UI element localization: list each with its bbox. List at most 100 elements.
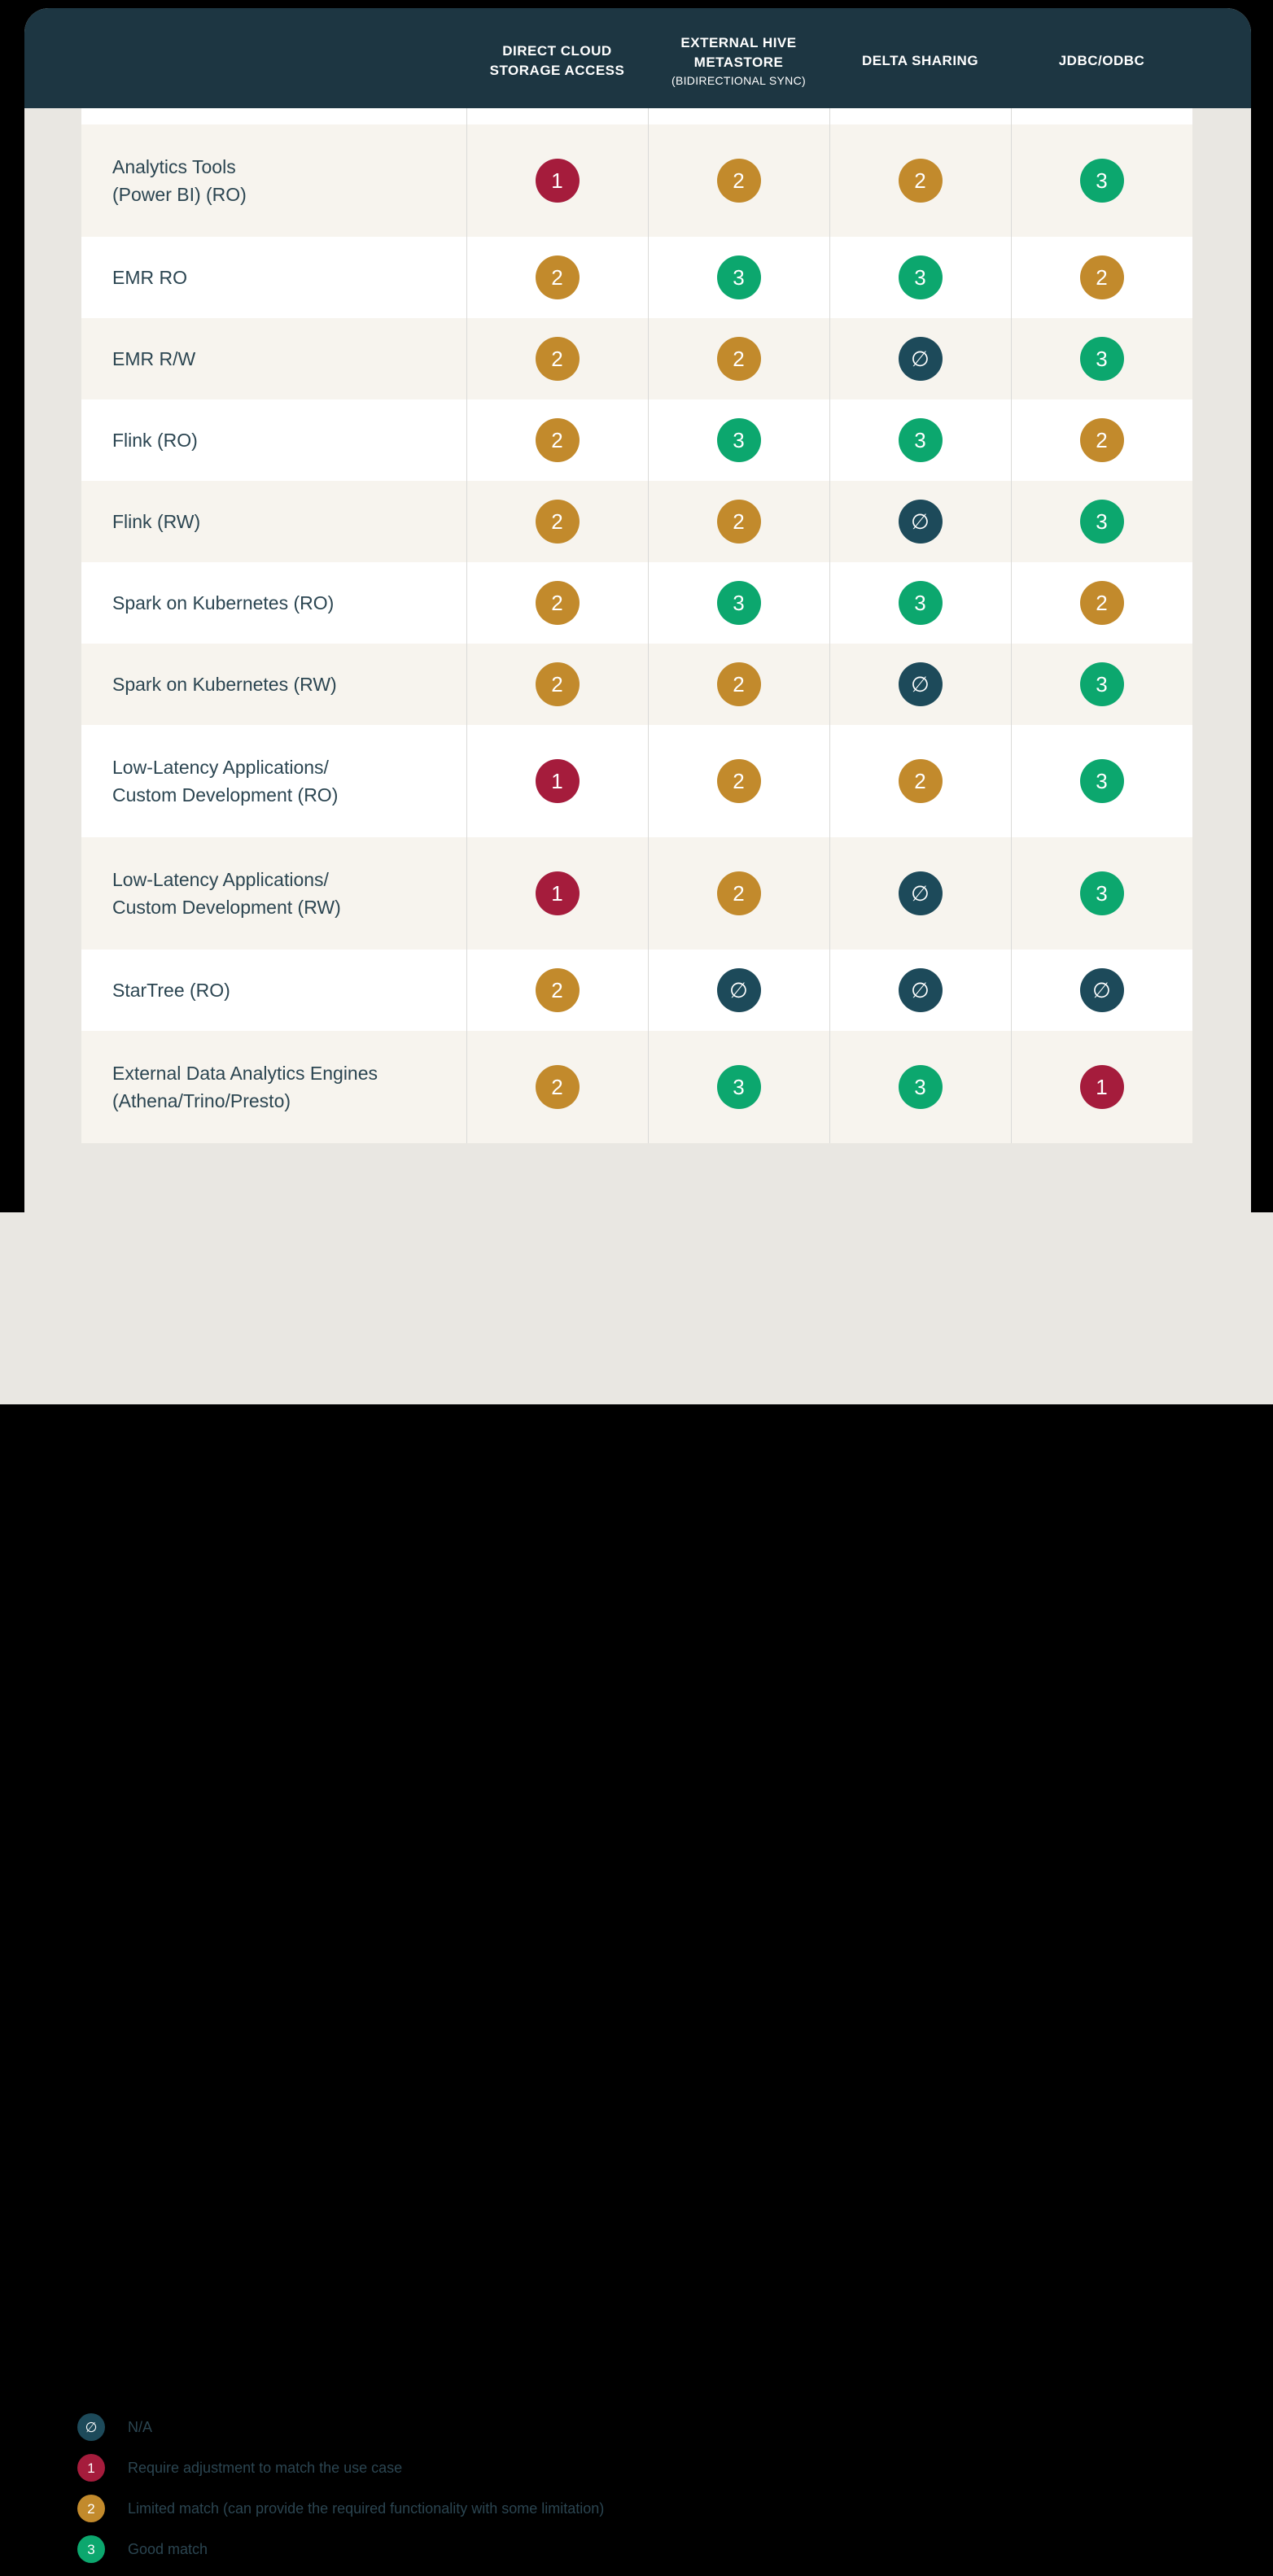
table-row: Flink (RW) 2 2 ∅ 3 — [81, 481, 1192, 562]
score-circle: 3 — [898, 255, 943, 299]
score-cell: 3 — [1011, 124, 1192, 237]
row-label-line: Flink (RO) — [112, 430, 198, 451]
score-cell: 2 — [648, 124, 829, 237]
score-circle: 1 — [535, 159, 580, 203]
legend-label: Good match — [128, 2540, 208, 2557]
score-cell: 2 — [466, 950, 648, 1031]
score-cell: 3 — [1011, 481, 1192, 562]
column-header-line: JDBC/ODBC — [1058, 52, 1145, 68]
legend-score-circle: ∅ — [77, 2413, 105, 2441]
column-header-line: DIRECT CLOUD — [502, 42, 612, 59]
score-circle: 3 — [1079, 337, 1124, 381]
row-label: Spark on Kubernetes (RO) — [81, 562, 466, 644]
score-circle: ∅ — [898, 337, 943, 381]
score-cell: 2 — [466, 481, 648, 562]
row-label-line: Spark on Kubernetes (RO) — [112, 592, 335, 613]
matrix-card: DIRECT CLOUD STORAGE ACCESS EXTERNAL HIVE M… — [24, 8, 1251, 1212]
score-circle: 3 — [898, 581, 943, 625]
column-divider — [829, 108, 830, 1143]
legend-item: 2 Limited match (can provide the required… — [77, 2495, 604, 2522]
table-row: Low-Latency Applications/Custom Developm… — [81, 725, 1192, 837]
column-header-line: DELTA SHARING — [861, 52, 979, 68]
row-label-line: (Power BI) (RO) — [112, 184, 247, 205]
score-circle: ∅ — [898, 968, 943, 1012]
row-label-line: External Data Analytics Engines — [112, 1063, 378, 1084]
score-circle: 2 — [535, 500, 580, 544]
score-circle: 3 — [716, 418, 761, 462]
score-circle: ∅ — [898, 871, 943, 915]
table-row: Low-Latency Applications/Custom Developm… — [81, 837, 1192, 950]
score-circle: 3 — [1079, 871, 1124, 915]
score-cell: 2 — [466, 237, 648, 318]
column-divider — [466, 108, 467, 1143]
score-cell: 3 — [1011, 837, 1192, 950]
table-row: Analytics Tools (Power BI) (RO) 1 2 2 3 — [81, 124, 1192, 237]
row-label-line: (Athena/Trino/Presto) — [112, 1090, 291, 1111]
legend: ∅ N/A 1 Require adjustment to match the use… — [77, 2413, 604, 2576]
score-circle: 2 — [535, 418, 580, 462]
score-cell: 2 — [466, 1031, 648, 1143]
row-label-line: StarTree (RO) — [112, 980, 230, 1001]
row-label: StarTree (RO) — [81, 950, 466, 1031]
score-circle: 3 — [716, 1065, 761, 1109]
score-cell: ∅ — [829, 644, 1011, 725]
score-cell: ∅ — [829, 318, 1011, 399]
table-row: EMR R/W 2 2 ∅ 3 — [81, 318, 1192, 399]
score-circle: 2 — [716, 759, 761, 803]
column-header-line: METASTORE — [693, 54, 784, 70]
column-header: DELTA SHARING — [829, 51, 1011, 71]
matrix-table: Analytics Tools (Power BI) (RO) 1 2 2 3 EMR RO… — [81, 108, 1192, 1143]
score-circle: 2 — [535, 255, 580, 299]
score-cell: 2 — [648, 725, 829, 837]
column-header: DIRECT CLOUD STORAGE ACCESS — [466, 41, 648, 81]
score-cell: ∅ — [1011, 950, 1192, 1031]
score-cell: 3 — [648, 1031, 829, 1143]
row-label: EMR R/W — [81, 318, 466, 399]
score-circle: 3 — [1079, 500, 1124, 544]
row-label: Analytics Tools (Power BI) (RO) — [81, 124, 466, 237]
score-circle: ∅ — [898, 662, 943, 706]
table-row: EMR RO 2 3 3 2 — [81, 237, 1192, 318]
score-cell: 2 — [829, 725, 1011, 837]
score-circle: 2 — [898, 159, 943, 203]
score-circle: 2 — [535, 968, 580, 1012]
row-label-line: Low-Latency Applications/ — [112, 869, 329, 890]
legend-score-circle: 3 — [77, 2535, 105, 2563]
score-circle: 2 — [716, 500, 761, 544]
score-cell: ∅ — [829, 950, 1011, 1031]
score-cell: 2 — [466, 644, 648, 725]
score-circle: ∅ — [1079, 968, 1124, 1012]
column-header: EXTERNAL HIVE METASTORE (BIDIRECTIONAL SYN… — [648, 33, 829, 89]
score-cell: 2 — [466, 399, 648, 481]
row-label-line: Analytics Tools — [112, 156, 236, 177]
row-label-line: Spark on Kubernetes (RW) — [112, 674, 337, 695]
table-row: StarTree (RO) 2 ∅ ∅ ∅ — [81, 950, 1192, 1031]
score-circle: 1 — [535, 759, 580, 803]
score-circle: ∅ — [898, 500, 943, 544]
score-circle: 1 — [535, 871, 580, 915]
bottom-section: ∅ N/A 1 Require adjustment to match the use… — [0, 1212, 1273, 2563]
score-circle: 2 — [716, 337, 761, 381]
matrix-header: DIRECT CLOUD STORAGE ACCESS EXTERNAL HIVE M… — [24, 8, 1251, 108]
row-label-line: EMR R/W — [112, 348, 196, 369]
row-label: Flink (RO) — [81, 399, 466, 481]
score-cell: 2 — [648, 837, 829, 950]
score-circle: 2 — [535, 1065, 580, 1109]
row-label-line: Low-Latency Applications/ — [112, 757, 329, 778]
row-label: Low-Latency Applications/Custom Developm… — [81, 837, 466, 950]
score-cell: 2 — [1011, 237, 1192, 318]
row-label: Flink (RW) — [81, 481, 466, 562]
score-cell: 3 — [1011, 725, 1192, 837]
score-cell: 3 — [829, 399, 1011, 481]
score-circle: 2 — [716, 159, 761, 203]
column-header-sublabel: (BIDIRECTIONAL SYNC) — [671, 73, 806, 87]
score-circle: 2 — [716, 662, 761, 706]
column-divider — [1011, 108, 1012, 1143]
score-cell: 2 — [829, 124, 1011, 237]
score-cell: 2 — [466, 318, 648, 399]
score-cell: ∅ — [829, 481, 1011, 562]
score-cell: 3 — [829, 237, 1011, 318]
score-circle: ∅ — [716, 968, 761, 1012]
score-circle: 2 — [535, 662, 580, 706]
row-label: Spark on Kubernetes (RW) — [81, 644, 466, 725]
